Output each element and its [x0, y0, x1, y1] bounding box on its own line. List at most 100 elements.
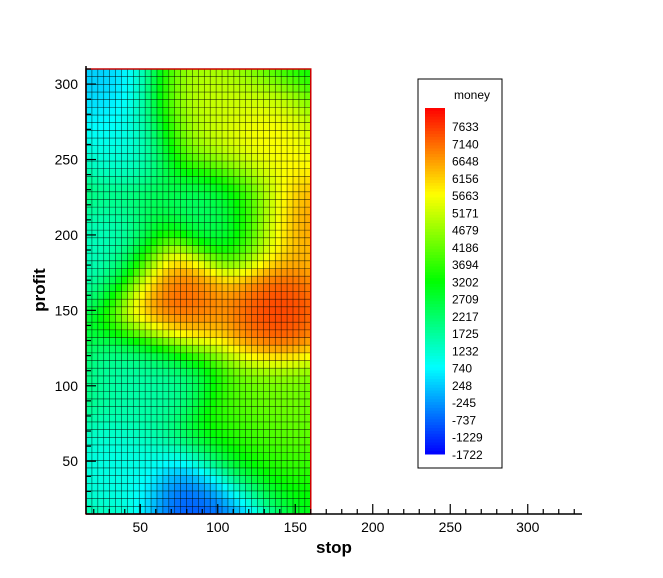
heatmap-cell — [222, 414, 229, 423]
heatmap-cell — [198, 184, 205, 193]
colorbar-segment — [425, 416, 445, 420]
heatmap-cell — [198, 76, 205, 85]
heatmap-cell — [269, 130, 276, 139]
colorbar-segment — [425, 436, 445, 441]
heatmap-cell — [298, 337, 306, 346]
heatmap-cell — [281, 69, 288, 77]
heatmap-cell — [227, 99, 235, 108]
colorbar-segment — [425, 347, 445, 351]
heatmap-cell — [216, 467, 223, 476]
heatmap-cell — [222, 329, 229, 338]
heatmap-cell — [275, 391, 282, 400]
heatmap-cell — [275, 375, 282, 384]
heatmap-cell — [156, 406, 164, 415]
heatmap-cell — [139, 138, 146, 147]
heatmap-cell — [192, 76, 199, 85]
heatmap-cell — [109, 115, 116, 124]
heatmap-cell — [281, 460, 288, 469]
heatmap-cell — [162, 76, 170, 85]
heatmap-cell — [151, 145, 158, 154]
colorbar-segment — [425, 309, 445, 314]
heatmap-cell — [222, 444, 229, 453]
heatmap-cell — [186, 383, 193, 392]
heatmap-cell — [216, 452, 223, 461]
heatmap-cell — [91, 99, 99, 108]
heatmap-cell — [97, 345, 105, 354]
heatmap-cell — [156, 360, 164, 369]
heatmap-cell — [162, 176, 170, 185]
heatmap-cell — [257, 467, 264, 476]
heatmap-cell — [304, 467, 312, 476]
heatmap-cell — [127, 314, 134, 323]
heatmap-cell — [293, 421, 300, 430]
colorbar-segment — [425, 289, 445, 294]
colorbar-segment — [425, 128, 445, 132]
colorbar-segment — [425, 119, 445, 123]
heatmap-cell — [145, 452, 152, 461]
plot-axes — [85, 66, 582, 515]
heatmap-cell — [304, 69, 312, 77]
heatmap-cell — [127, 375, 134, 384]
heatmap-cell — [293, 291, 300, 300]
heatmap-cell — [198, 237, 205, 246]
heatmap-cell — [298, 444, 306, 453]
heatmap-cell — [133, 191, 140, 200]
heatmap-cell — [139, 299, 146, 308]
heatmap-cell — [174, 245, 181, 254]
heatmap-cell — [133, 322, 140, 331]
heatmap-cell — [227, 483, 235, 492]
heatmap-cell — [245, 329, 252, 338]
colorbar-segment — [425, 165, 445, 170]
heatmap-cell — [168, 329, 176, 338]
colorbar-label: 7140 — [452, 137, 479, 151]
heatmap-cell — [239, 115, 246, 124]
heatmap-cell — [174, 122, 181, 131]
heatmap-cell — [151, 253, 158, 262]
heatmap-cell — [103, 92, 110, 101]
heatmap-cell — [192, 230, 199, 239]
heatmap-cell — [293, 452, 300, 461]
colorbar-segment — [425, 188, 445, 193]
heatmap-cell — [180, 360, 187, 369]
heatmap-cell — [269, 352, 276, 361]
heatmap-cell — [162, 184, 170, 193]
heatmap-cell — [174, 329, 181, 338]
heatmap-cell — [151, 283, 158, 292]
heatmap-cell — [174, 153, 181, 162]
heatmap-cell — [168, 207, 176, 216]
heatmap-cell — [103, 475, 110, 484]
heatmap-cell — [174, 138, 181, 147]
heatmap-cell — [298, 122, 306, 131]
heatmap-cell — [127, 437, 134, 446]
heatmap-cell — [133, 276, 140, 285]
heatmap-cell — [222, 161, 229, 170]
heatmap-cell — [275, 138, 282, 147]
heatmap-cell — [174, 230, 181, 239]
heatmap-cell — [227, 452, 235, 461]
heatmap-cell — [281, 322, 288, 331]
heatmap-cell — [198, 329, 205, 338]
heatmap-cell — [121, 375, 128, 384]
heatmap-cell — [86, 368, 93, 377]
heatmap-cell — [156, 207, 164, 216]
heatmap-cell — [109, 498, 116, 507]
heatmap-cell — [263, 222, 270, 231]
heatmap-cell — [127, 145, 134, 154]
heatmap-cell — [186, 506, 193, 515]
heatmap-cell — [216, 92, 223, 101]
heatmap-cell — [186, 429, 193, 438]
heatmap-cell — [115, 176, 122, 185]
heatmap-cell — [162, 299, 170, 308]
heatmap-cell — [174, 237, 181, 246]
heatmap-cell — [186, 475, 193, 484]
heatmap-cell — [257, 398, 264, 407]
heatmap-cell — [109, 161, 116, 170]
heatmap-cell — [109, 214, 116, 223]
heatmap-cell — [216, 329, 223, 338]
heatmap-cell — [222, 475, 229, 484]
heatmap-cell — [127, 253, 134, 262]
heatmap-cell — [91, 406, 99, 415]
heatmap-cell — [127, 214, 134, 223]
heatmap-cell — [103, 414, 110, 423]
heatmap-cell — [210, 145, 217, 154]
